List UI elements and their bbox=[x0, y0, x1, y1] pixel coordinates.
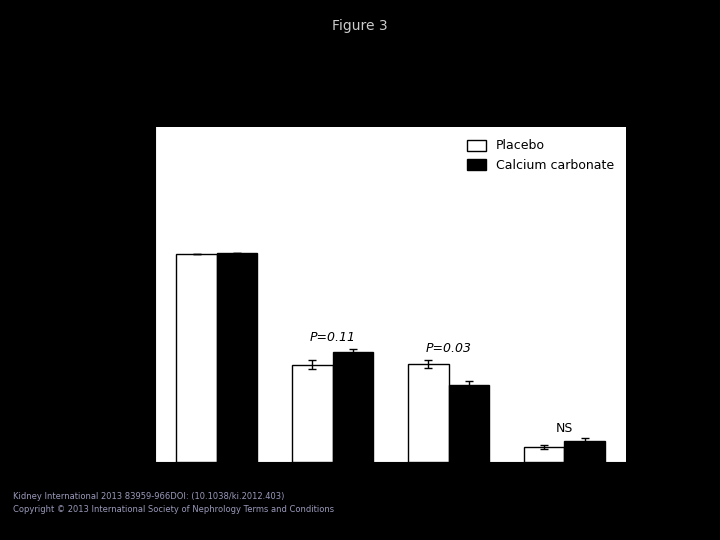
Text: NS: NS bbox=[556, 422, 573, 435]
Bar bbox=[333, 352, 373, 462]
Bar bbox=[524, 447, 564, 462]
Bar bbox=[176, 254, 217, 462]
Bar bbox=[292, 364, 333, 462]
Y-axis label: mg/d: mg/d bbox=[96, 278, 109, 310]
Text: Figure 3: Figure 3 bbox=[332, 19, 388, 33]
Text: Kidney International 2013 83959-966DOI: (10.1038/ki.2012.403): Kidney International 2013 83959-966DOI: … bbox=[13, 492, 284, 501]
Bar bbox=[449, 384, 489, 462]
Text: P=0.03: P=0.03 bbox=[426, 342, 472, 355]
Bar bbox=[217, 253, 257, 462]
Bar bbox=[564, 441, 605, 462]
Text: P=0.11: P=0.11 bbox=[310, 331, 356, 344]
Text: Copyright © 2013 International Society of Nephrology Terms and Conditions: Copyright © 2013 International Society o… bbox=[13, 505, 334, 514]
Legend: Placebo, Calcium carbonate: Placebo, Calcium carbonate bbox=[461, 133, 620, 178]
Bar bbox=[408, 364, 449, 462]
